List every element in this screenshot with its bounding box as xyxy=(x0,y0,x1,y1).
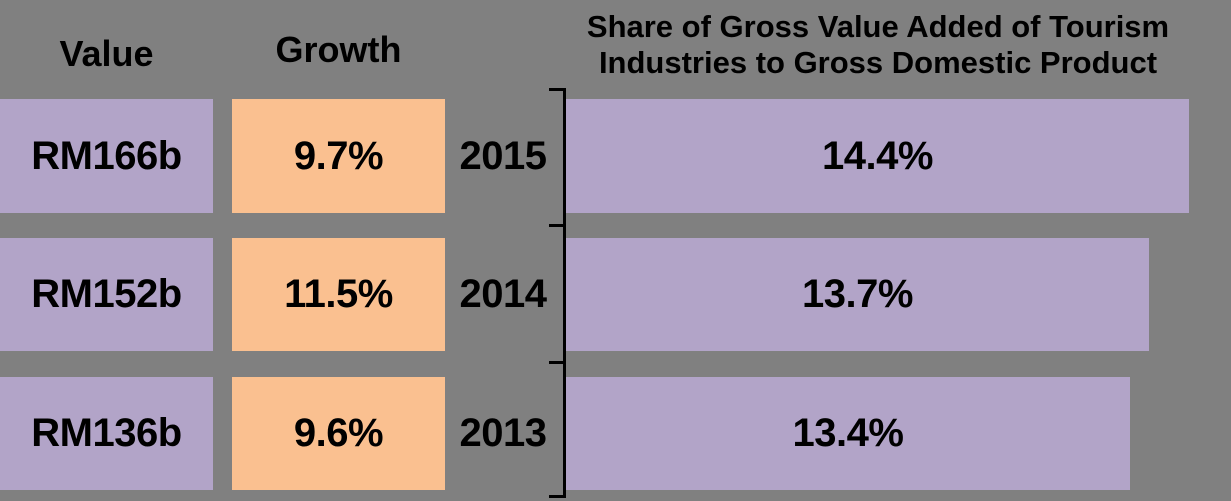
year-label: 2013 xyxy=(459,411,547,455)
chart-title-line2: Industries to Gross Domestic Product xyxy=(598,45,1158,80)
chart-title-line1: Share of Gross Value Added of Tourism xyxy=(586,9,1170,44)
value-box: RM136b xyxy=(0,377,213,490)
growth-box: 9.6% xyxy=(232,377,445,490)
chart-title: Share of Gross Value Added of Tourism In… xyxy=(566,9,1190,81)
growth-column-header: Growth xyxy=(275,29,402,70)
year-label: 2014 xyxy=(459,272,547,316)
share-bar: 13.4% xyxy=(566,377,1130,490)
share-bar: 14.4% xyxy=(566,99,1189,213)
year-row: RM152b 11.5% 2014 13.7% xyxy=(0,238,1231,351)
axis-tick xyxy=(549,495,563,498)
axis-tick xyxy=(549,224,563,227)
year-label: 2015 xyxy=(459,133,547,178)
growth-box: 11.5% xyxy=(232,238,445,351)
value-box: RM166b xyxy=(0,99,213,213)
year-row: RM136b 9.6% 2013 13.4% xyxy=(0,377,1231,490)
year-row: RM166b 9.7% 2015 14.4% xyxy=(0,99,1231,213)
axis-tick xyxy=(549,88,563,91)
share-bar: 13.7% xyxy=(566,238,1149,351)
growth-box: 9.7% xyxy=(232,99,445,213)
value-box: RM152b xyxy=(0,238,213,351)
value-column-header: Value xyxy=(59,33,154,74)
year-axis-line xyxy=(563,88,566,498)
axis-tick xyxy=(549,361,563,364)
